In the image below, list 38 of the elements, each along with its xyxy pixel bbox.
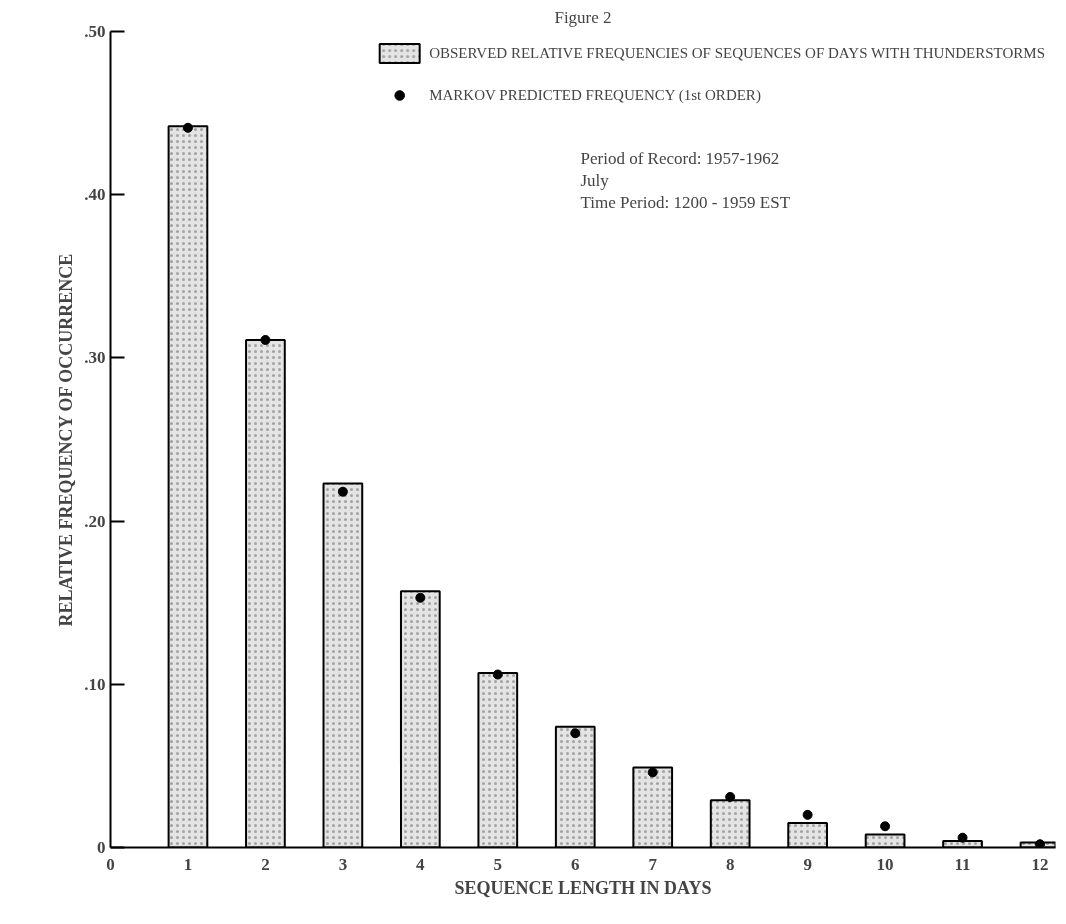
point bbox=[647, 767, 658, 778]
y-axis-title: RELATIVE FREQUENCY OF OCCURRENCE bbox=[56, 253, 77, 627]
x-tick-label: 11 bbox=[954, 854, 971, 874]
y-tick-label: .10 bbox=[84, 674, 106, 694]
annotation: Period of Record: 1957-1962 bbox=[580, 148, 780, 168]
y-tick-label: .20 bbox=[84, 511, 106, 531]
point bbox=[492, 669, 503, 680]
y-tick-label: .50 bbox=[84, 22, 106, 41]
point bbox=[880, 821, 891, 832]
point bbox=[337, 486, 348, 497]
x-tick-label: 5 bbox=[493, 854, 503, 874]
x-tick-label: 10 bbox=[876, 854, 894, 874]
y-tick-label: .30 bbox=[84, 348, 106, 368]
x-tick-label: 2 bbox=[261, 854, 270, 874]
x-tick-label: 1 bbox=[183, 854, 193, 874]
point bbox=[260, 334, 271, 345]
legend-label: MARKOV PREDICTED FREQUENCY (1st ORDER) bbox=[429, 86, 761, 104]
y-tick-label: .40 bbox=[84, 185, 106, 205]
x-tick-label: 7 bbox=[648, 854, 658, 874]
x-tick-label: 12 bbox=[1031, 854, 1049, 874]
x-tick-label: 3 bbox=[338, 854, 348, 874]
x-tick-label: 6 bbox=[571, 854, 580, 874]
x-axis-title: SEQUENCE LENGTH IN DAYS bbox=[454, 877, 712, 898]
legend-label: OBSERVED RELATIVE FREQUENCIES OF SEQUENCES OF DAYS WITH THUNDERSTORMS bbox=[429, 44, 1045, 62]
point bbox=[415, 592, 426, 603]
point bbox=[1035, 839, 1046, 848]
x-tick-label: 4 bbox=[416, 854, 426, 874]
point bbox=[957, 832, 968, 843]
point bbox=[570, 728, 581, 739]
y-tick-label: 0 bbox=[97, 838, 106, 857]
point bbox=[802, 809, 813, 820]
point bbox=[725, 791, 736, 802]
x-tick-label: 9 bbox=[803, 854, 812, 874]
x-tick-label: 8 bbox=[725, 854, 735, 874]
chart-title: Figure 2 bbox=[554, 7, 612, 27]
point bbox=[182, 122, 193, 133]
annotation: Time Period: 1200 - 1959 EST bbox=[580, 192, 791, 212]
annotation: July bbox=[580, 170, 610, 190]
